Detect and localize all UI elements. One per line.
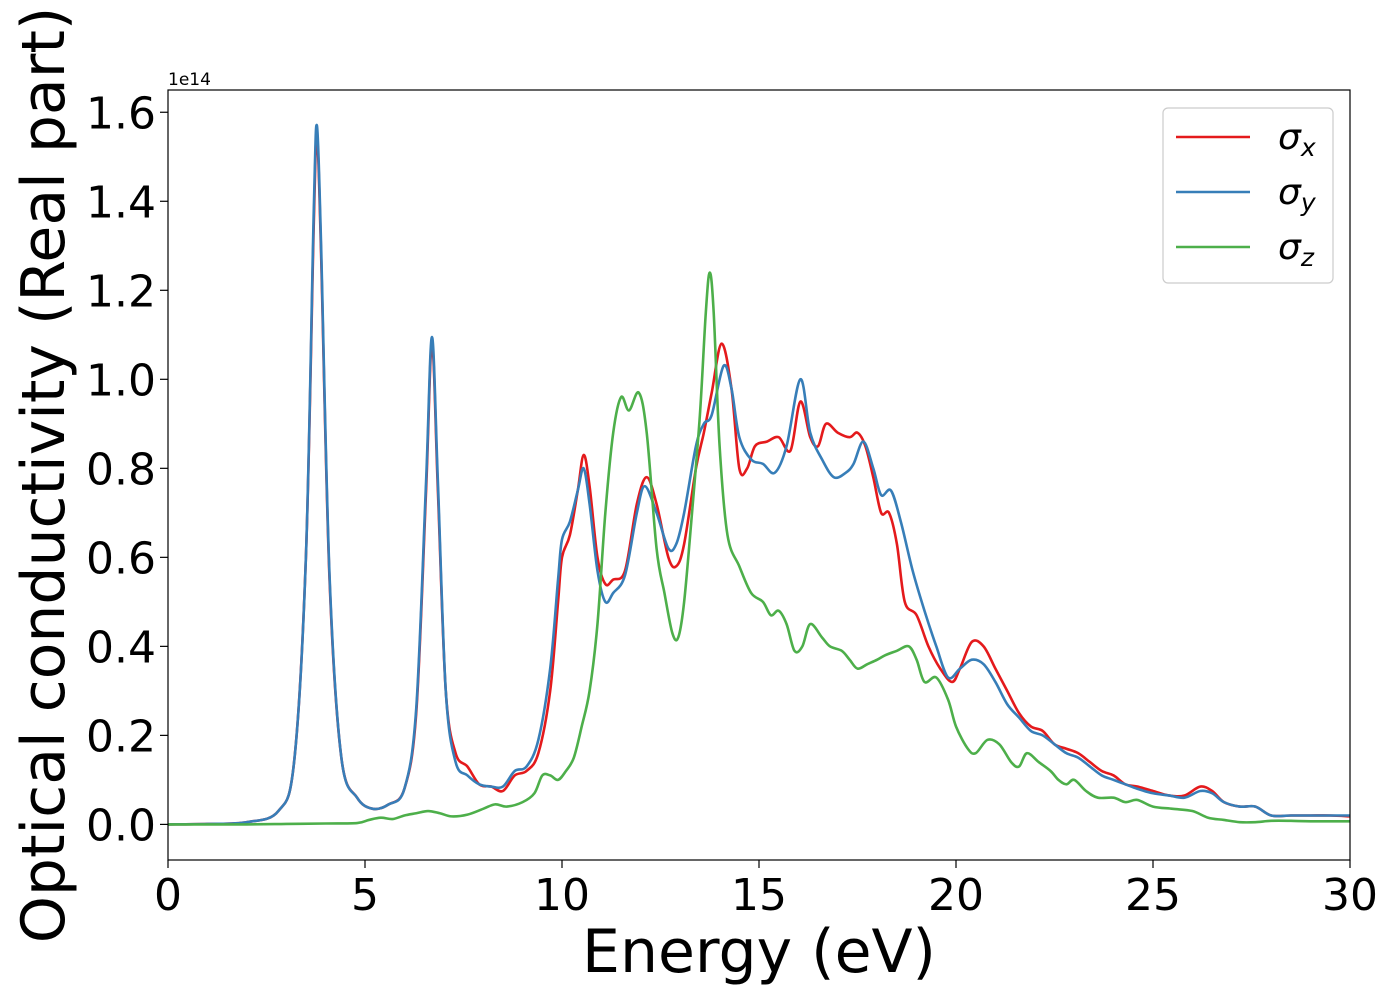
- y-tick-label: 0.0: [86, 800, 156, 851]
- x-tick-label: 30: [1322, 870, 1378, 921]
- legend-box: [1162, 107, 1334, 284]
- series-line-z: [168, 271, 1350, 826]
- legend: σx σy σz: [1162, 107, 1334, 284]
- legend-label-y: σy: [1278, 172, 1317, 217]
- x-tick-label: 5: [351, 870, 379, 921]
- x-tick-label: 15: [731, 870, 787, 921]
- series-layer: [168, 123, 1350, 826]
- x-tick-label: 25: [1125, 870, 1181, 921]
- y-tick-label: 1.6: [86, 88, 156, 139]
- y-tick-label: 0.2: [86, 711, 156, 762]
- y-tick-label: 0.8: [86, 444, 156, 495]
- y-axis: 0.0 0.2 0.4 0.6 0.8 1.0 1.2 1.4 1.6: [86, 88, 168, 851]
- x-tick-label: 10: [534, 870, 590, 921]
- y-axis-label: Optical conductivity (Real part): [9, 7, 79, 944]
- y-tick-label: 0.4: [86, 622, 156, 673]
- x-axis-label: Energy (eV): [582, 917, 936, 987]
- y-tick-label: 1.0: [86, 355, 156, 406]
- legend-label-z: σz: [1278, 227, 1315, 272]
- y-tick-label: 1.2: [86, 266, 156, 317]
- legend-label-x: σx: [1278, 117, 1316, 162]
- x-axis: 0 5 10 15 20 25 30: [154, 860, 1378, 921]
- y-tick-label: 1.4: [86, 177, 156, 228]
- y-offset-text: 1e14: [168, 70, 211, 90]
- x-tick-label: 20: [928, 870, 984, 921]
- y-tick-label: 0.6: [86, 533, 156, 584]
- x-tick-label: 0: [154, 870, 182, 921]
